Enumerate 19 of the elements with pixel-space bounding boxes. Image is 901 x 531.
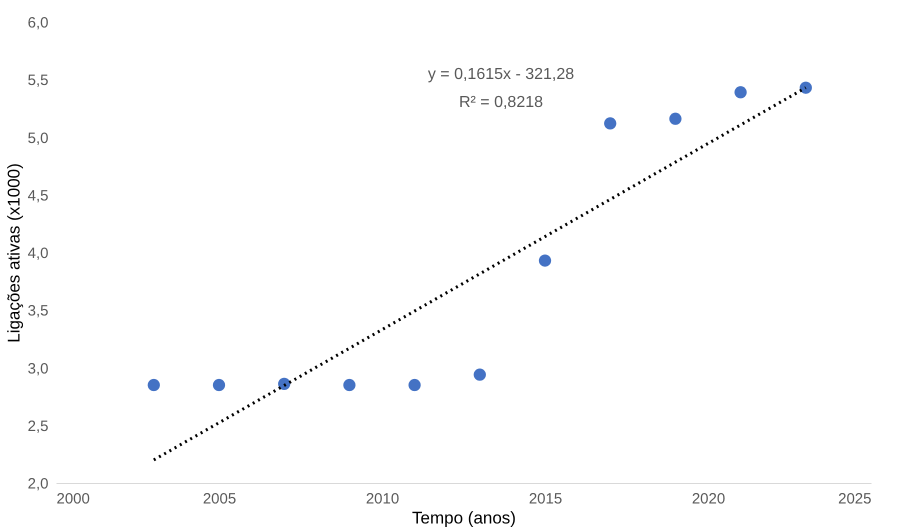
x-tick-label: 2015 bbox=[528, 490, 562, 508]
y-tick-label: 2,5 bbox=[28, 418, 48, 435]
annotation: y = 0,1615x - 321,28 bbox=[428, 66, 574, 83]
x-tick-label: 2005 bbox=[202, 490, 236, 508]
y-axis-title: Ligações ativas (x1000) bbox=[4, 163, 24, 343]
y-tick-label: 3,0 bbox=[28, 360, 48, 378]
x-tick-label: 2010 bbox=[366, 490, 400, 508]
y-tick-label: 5,0 bbox=[28, 130, 48, 147]
x-tick-label: 2000 bbox=[56, 490, 90, 508]
x-tick-label: 2025 bbox=[838, 490, 872, 508]
y-tick-label: 5,5 bbox=[28, 72, 48, 90]
y-tick-label: 4,0 bbox=[28, 245, 48, 262]
x-axis-title: Tempo (anos) bbox=[412, 508, 516, 528]
y-tick-label: 2,0 bbox=[28, 476, 48, 492]
x-tick-label: 2020 bbox=[692, 490, 726, 508]
y-tick-label: 3,5 bbox=[28, 302, 48, 320]
annotation: R² = 0,8218 bbox=[458, 94, 544, 111]
y-tick-label: 6,0 bbox=[28, 14, 48, 32]
y-tick-label: 4,5 bbox=[28, 187, 48, 204]
